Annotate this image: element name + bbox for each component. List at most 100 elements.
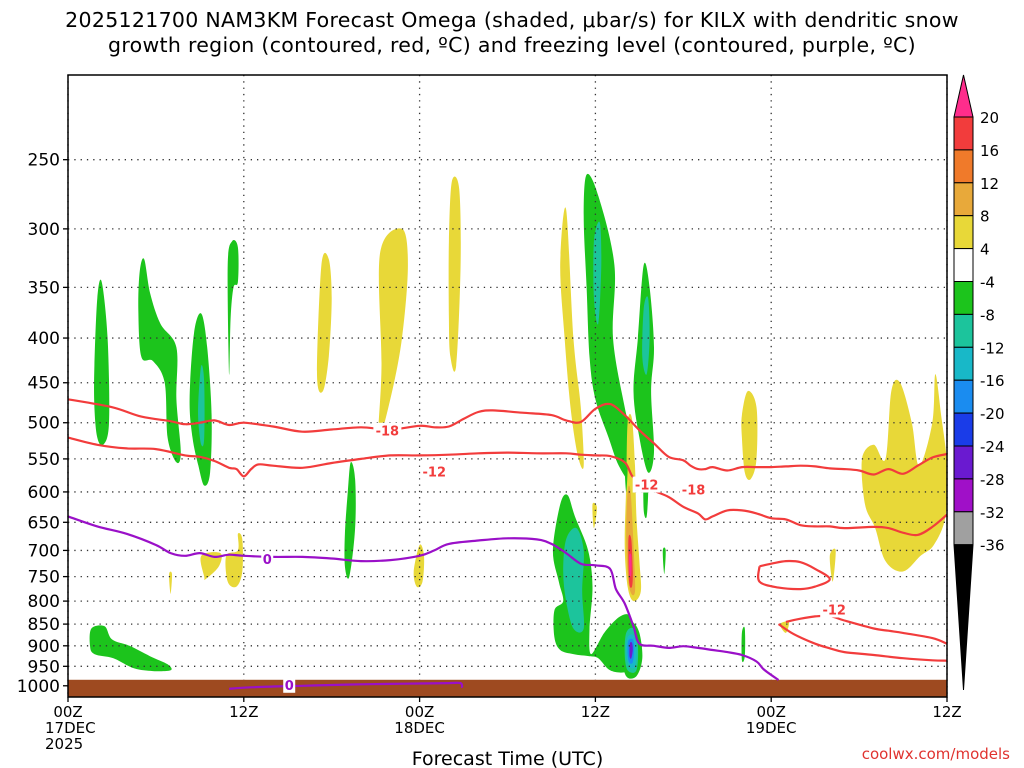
y-tick-label: 750: [28, 568, 60, 588]
dgz-label-bg: [420, 463, 449, 480]
y-tick-label: 850: [28, 615, 60, 635]
y-tick-label: 1000: [17, 677, 60, 697]
omega-area: [624, 462, 628, 492]
omega-area: [200, 552, 222, 581]
omega-area: [629, 642, 633, 659]
dgz-label-bg: [632, 476, 661, 493]
colorbar-bottom-arrow: [953, 544, 974, 691]
omega-area: [378, 228, 408, 439]
freezing-contour-label: 0: [285, 679, 294, 694]
x-tick-label: 19DEC: [746, 719, 797, 737]
y-tick-label: 500: [28, 414, 60, 434]
colorbar-label: -4: [980, 274, 995, 292]
dgz-label-bg: [679, 481, 708, 498]
x-tick-label: 12Z: [229, 703, 258, 721]
colorbar-label: -28: [980, 471, 1005, 489]
omega-area: [198, 364, 205, 447]
chart-title-line-2: growth region (contoured, red, ºC) and f…: [108, 33, 916, 57]
chart-title-line-1: 2025121700 NAM3KM Forecast Omega (shaded…: [65, 8, 959, 32]
y-tick-label: 800: [28, 592, 60, 612]
colorbar-swatch: [953, 182, 974, 217]
y-tick-label: 350: [28, 278, 60, 298]
x-tick-label: 00Z: [405, 703, 434, 721]
colorbar-swatch: [953, 313, 974, 348]
colorbar-swatch: [953, 445, 974, 480]
colorbar-label: -20: [980, 405, 1005, 423]
freezing-label-bg: [261, 552, 274, 568]
colorbar-swatch: [953, 346, 974, 381]
y-tick-label: 650: [28, 513, 60, 533]
omega-area: [448, 176, 461, 372]
freezing-contour-label: 0: [263, 553, 272, 568]
omega-area: [169, 571, 173, 594]
colorbar-swatch: [953, 281, 974, 315]
x-tick-label: 12Z: [581, 703, 610, 721]
colorbar-top-arrow: [953, 74, 974, 118]
colorbar: 20 16 12 8 4 -4 -8 -12 -16 -20 -24 -28 -32 -36: [953, 74, 1005, 691]
dendritic-growth-contours: -18 -12 -12 -18 -12: [67, 398, 948, 662]
dgz-contour-label: -18: [376, 425, 400, 440]
omega-area: [662, 547, 666, 575]
omega-area: [89, 625, 172, 672]
colorbar-label: -8: [980, 306, 995, 324]
dgz-contour-line: [67, 398, 948, 476]
colorbar-label: 16: [980, 142, 999, 160]
omega-area: [593, 221, 602, 325]
plot-frame: [67, 74, 948, 698]
x-tick-label: 00Z: [53, 703, 82, 721]
colorbar-label: -12: [980, 339, 1005, 357]
omega-area: [560, 207, 584, 469]
omega-area: [225, 533, 243, 588]
colorbar-label: 20: [980, 109, 999, 127]
colorbar-swatch: [953, 412, 974, 447]
omega-area: [94, 279, 110, 446]
y-tick-label: 700: [28, 541, 60, 561]
colorbar-label: -32: [980, 504, 1005, 522]
dgz-contour-label: -12: [423, 465, 447, 480]
y-tick-label: 900: [28, 637, 60, 657]
y-axis: 2503003504004505005506006507007508008509…: [17, 151, 68, 697]
omega-area: [583, 173, 633, 481]
y-tick-label: 400: [28, 329, 60, 349]
freezing-label-bg: [283, 677, 296, 693]
omega-area: [741, 626, 746, 663]
colorbar-label: -16: [980, 372, 1005, 390]
y-tick-label: 600: [28, 483, 60, 503]
omega-area: [829, 548, 836, 582]
freezing-contour-line: [229, 681, 464, 690]
omega-area: [227, 240, 239, 376]
freezing-level-contours: 00: [67, 515, 780, 694]
y-tick-label: 250: [28, 151, 60, 171]
omega-area: [592, 502, 597, 529]
colorbar-swatch: [953, 511, 974, 546]
dgz-label-bg: [373, 422, 402, 439]
dgz-contour-line: [67, 436, 948, 537]
y-tick-label: 950: [28, 657, 60, 677]
y-tick-label: 300: [28, 220, 60, 240]
dgz-contour-line: [777, 623, 948, 662]
dgz-contour-label: -12: [822, 603, 846, 618]
omega-area: [741, 390, 758, 480]
colorbar-label: -36: [980, 537, 1005, 555]
colorbar-swatch: [953, 379, 974, 414]
x-axis-title: Forecast Time (UTC): [412, 748, 603, 768]
dgz-contour-line: [756, 559, 831, 591]
omega-area: [138, 258, 181, 464]
source-credit: coolwx.com/models: [861, 745, 1010, 763]
x-tick-label: 18DEC: [394, 719, 445, 737]
x-tick-label: 17DEC: [45, 719, 96, 737]
dgz-contour-line: [785, 614, 948, 645]
dgz-label-bg: [820, 601, 849, 618]
x-tick-label: 00Z: [757, 703, 786, 721]
colorbar-label: -24: [980, 438, 1005, 456]
colorbar-swatch: [953, 478, 974, 513]
y-tick-label: 550: [28, 450, 60, 470]
colorbar-swatch: [953, 149, 974, 184]
colorbar-swatch: [953, 116, 974, 151]
x-tick-label: 2025: [45, 735, 83, 753]
freezing-contour-line: [67, 515, 780, 681]
colorbar-swatch: [953, 215, 974, 250]
